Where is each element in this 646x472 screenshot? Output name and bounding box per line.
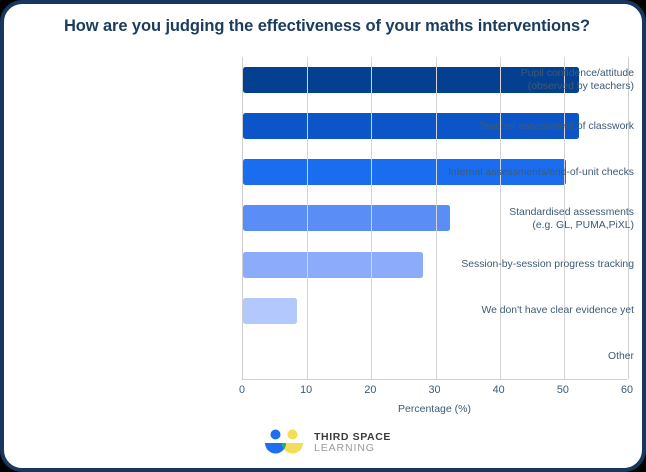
bar[interactable] xyxy=(243,67,579,93)
bar-row xyxy=(243,57,627,103)
bar-row xyxy=(243,195,627,241)
page-title: How are you judging the effectiveness of… xyxy=(63,17,591,35)
logo-text: THIRD SPACE LEARNING xyxy=(314,430,391,454)
x-axis-tick-label: 30 xyxy=(428,384,441,396)
x-axis-tick-label: 0 xyxy=(238,384,245,396)
bar[interactable] xyxy=(243,297,297,324)
x-axis-tick-label: 50 xyxy=(556,384,569,396)
bar-row xyxy=(243,288,627,334)
category-label: Session-by-session progress tracking xyxy=(410,258,642,271)
x-axis-tick-label: 10 xyxy=(300,384,313,396)
category-label-line: Teacher assessment of classwork xyxy=(478,120,634,132)
logo-line-2: LEARNING xyxy=(314,442,375,454)
category-label-line: We don't have clear evidence yet xyxy=(481,305,634,317)
x-axis-tick-label: 60 xyxy=(620,384,633,396)
third-space-learning-logo-mark xyxy=(265,429,303,454)
category-label-line: Other xyxy=(608,351,634,363)
x-axis-label: Percentage (%) xyxy=(398,403,471,415)
bar-row xyxy=(243,103,627,149)
gridline-30 xyxy=(435,57,437,379)
category-label: Other xyxy=(410,350,642,363)
bar-row xyxy=(243,242,627,288)
category-label-line: Session-by-session progress tracking xyxy=(461,259,634,271)
bar-row xyxy=(243,149,627,195)
category-label: We don't have clear evidence yet xyxy=(410,304,642,317)
chart-plot-area xyxy=(242,57,629,380)
gridline-40 xyxy=(499,57,501,379)
logo-line-1: THIRD SPACE xyxy=(314,430,391,443)
gridline-60 xyxy=(628,57,629,379)
gridline-50 xyxy=(563,57,565,379)
bar-rows xyxy=(243,57,627,379)
bar[interactable] xyxy=(243,205,450,232)
category-label: Pupil confidence/attitude (observed by te… xyxy=(410,67,642,93)
category-label: Standardised assessments (e.g. GL, PUMA,P… xyxy=(410,206,642,232)
gridline-20 xyxy=(371,57,373,379)
category-label: Teacher assessment of classwork xyxy=(410,120,642,133)
category-label-line: (observed by teachers) xyxy=(527,81,634,93)
category-label-line: (e.g. GL, PUMA,PiXL) xyxy=(532,219,634,231)
category-label: Internal assessments/end-of-unit checks xyxy=(410,166,642,179)
category-label-line: Pupil confidence/attitude xyxy=(520,68,634,80)
bar[interactable] xyxy=(243,251,424,278)
bar[interactable] xyxy=(243,159,567,186)
brand-logo: THIRD SPACE LEARNING xyxy=(4,428,642,458)
category-label-line: Internal assessments/end-of-unit checks xyxy=(448,166,634,178)
x-axis-tick-label: 20 xyxy=(364,384,377,396)
gridline-10 xyxy=(307,57,309,379)
x-axis-tick-label: 40 xyxy=(492,384,505,396)
category-label-line: Standardised assessments xyxy=(509,206,634,218)
bar[interactable] xyxy=(243,113,579,140)
